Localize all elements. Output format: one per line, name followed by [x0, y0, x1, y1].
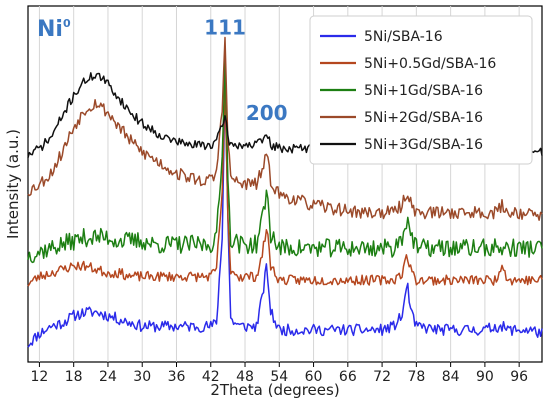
y-axis-label: Intensity (a.u.) — [4, 129, 22, 239]
legend-entry: 5Ni+0.5Gd/SBA-16 — [364, 56, 496, 72]
x-tick-label: 96 — [510, 369, 528, 385]
x-tick-label: 48 — [236, 369, 254, 385]
x-tick-label: 42 — [202, 369, 220, 385]
x-tick-label: 24 — [99, 369, 117, 385]
x-axis-label: 2Theta (degrees) — [210, 381, 339, 399]
x-tick-label: 66 — [339, 369, 357, 385]
x-tick-label: 12 — [31, 369, 49, 385]
legend-entry: 5Ni+2Gd/SBA-16 — [364, 110, 483, 126]
x-tick-label: 72 — [373, 369, 391, 385]
peak-label: 111 — [204, 15, 246, 39]
x-tick-label: 18 — [65, 369, 83, 385]
legend: 5Ni/SBA-16 5Ni+0.5Gd/SBA-16 5Ni+1Gd/SBA-16… — [309, 15, 533, 165]
x-ticks: 12 18 24 30 36 42 48 54 60 66 72 78 84 90 96 — [31, 362, 528, 385]
legend-box — [309, 15, 533, 165]
x-tick-label: 60 — [305, 369, 323, 385]
x-tick-label: 36 — [168, 369, 186, 385]
corner-label: Ni0 — [37, 17, 71, 42]
series-line-3 — [27, 36, 543, 221]
series-line-0 — [27, 82, 543, 348]
legend-entry: 5Ni+3Gd/SBA-16 — [364, 137, 483, 153]
series-line-1 — [27, 86, 543, 287]
x-tick-label: 84 — [442, 369, 460, 385]
x-tick-label: 54 — [270, 369, 288, 385]
series-line-2 — [27, 56, 543, 264]
x-tick-label: 78 — [407, 369, 425, 385]
x-tick-label: 90 — [476, 369, 494, 385]
legend-entry: 5Ni+1Gd/SBA-16 — [364, 83, 483, 99]
x-tick-label: 30 — [133, 369, 151, 385]
legend-entry: 5Ni/SBA-16 — [364, 29, 443, 45]
peak-label: 200 — [246, 101, 288, 125]
